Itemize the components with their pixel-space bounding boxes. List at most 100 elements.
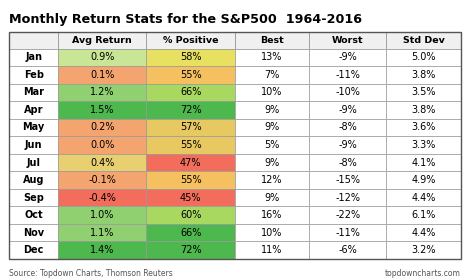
Text: 0.2%: 0.2% [90,122,115,132]
Text: 10%: 10% [261,228,283,238]
Text: 55%: 55% [180,70,202,80]
Bar [9,32,58,48]
Text: 3.8%: 3.8% [411,70,436,80]
Text: 6.1%: 6.1% [411,210,436,220]
Bar [309,48,386,66]
Text: 9%: 9% [265,122,280,132]
Bar [235,101,309,119]
Bar [58,189,147,206]
Bar [9,84,58,101]
Bar [235,171,309,189]
Text: 12%: 12% [261,175,283,185]
Text: 47%: 47% [180,158,202,167]
Text: 16%: 16% [261,210,283,220]
Bar [9,66,58,84]
Text: -9%: -9% [338,52,357,62]
Text: -6%: -6% [338,245,357,255]
Bar [147,136,235,154]
Text: 66%: 66% [180,228,202,238]
Bar [9,189,58,206]
Text: May: May [23,122,45,132]
Text: -0.1%: -0.1% [88,175,116,185]
Text: 1.4%: 1.4% [90,245,114,255]
Bar [309,32,386,48]
Text: 4.1%: 4.1% [411,158,436,167]
Bar [235,224,309,241]
Text: 1.5%: 1.5% [90,105,115,115]
Text: 0.0%: 0.0% [90,140,114,150]
Text: 4.9%: 4.9% [411,175,436,185]
Bar [235,84,309,101]
Text: 5%: 5% [265,140,280,150]
Text: 1.1%: 1.1% [90,228,114,238]
Bar [309,101,386,119]
Bar [58,119,147,136]
Bar [58,84,147,101]
Bar [58,48,147,66]
Bar [147,66,235,84]
Text: 0.1%: 0.1% [90,70,114,80]
Text: -8%: -8% [338,122,357,132]
Bar [386,224,461,241]
Bar [9,101,58,119]
Text: -9%: -9% [338,140,357,150]
Bar [58,101,147,119]
Text: 9%: 9% [265,105,280,115]
Text: -11%: -11% [336,228,360,238]
Bar [9,136,58,154]
Bar [147,224,235,241]
Text: Nov: Nov [23,228,44,238]
Bar [147,154,235,171]
Text: Sep: Sep [23,193,44,203]
Text: 45%: 45% [180,193,202,203]
Bar [235,189,309,206]
Text: Aug: Aug [23,175,45,185]
Text: Dec: Dec [24,245,44,255]
Text: Jan: Jan [25,52,42,62]
Bar [386,32,461,48]
Text: topdowncharts.com: topdowncharts.com [385,269,461,277]
Text: Apr: Apr [24,105,43,115]
Bar [9,119,58,136]
Text: Monthly Return Stats for the S&P500  1964-2016: Monthly Return Stats for the S&P500 1964… [9,13,362,25]
Bar [147,189,235,206]
Text: Feb: Feb [24,70,44,80]
Text: 66%: 66% [180,87,202,97]
Text: 4.4%: 4.4% [411,228,436,238]
Bar [147,48,235,66]
Bar [58,66,147,84]
Bar [58,136,147,154]
Bar [58,32,147,48]
Bar [386,154,461,171]
Bar [235,32,309,48]
Bar [386,66,461,84]
Text: 3.2%: 3.2% [411,245,436,255]
Text: 57%: 57% [180,122,202,132]
Text: 3.5%: 3.5% [411,87,436,97]
Bar [58,171,147,189]
Bar [309,66,386,84]
Text: 60%: 60% [180,210,202,220]
Text: 13%: 13% [261,52,283,62]
Text: 72%: 72% [180,245,202,255]
Text: 58%: 58% [180,52,202,62]
Text: Oct: Oct [24,210,43,220]
Bar [309,171,386,189]
Text: 9%: 9% [265,193,280,203]
Text: 3.8%: 3.8% [411,105,436,115]
Text: 0.4%: 0.4% [90,158,114,167]
Text: % Positive: % Positive [163,36,219,45]
Bar [9,32,461,259]
Bar [386,189,461,206]
Bar [147,32,235,48]
Text: Best: Best [260,36,284,45]
Bar [309,154,386,171]
Bar [309,84,386,101]
Bar [9,171,58,189]
Text: 1.0%: 1.0% [90,210,114,220]
Bar [309,241,386,259]
Bar [58,206,147,224]
Text: -12%: -12% [335,193,360,203]
Bar [386,48,461,66]
Bar [235,48,309,66]
